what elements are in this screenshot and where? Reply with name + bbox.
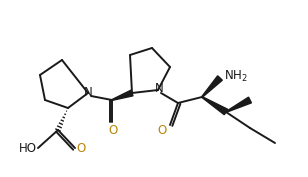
Polygon shape [226,97,251,112]
Text: HO: HO [19,142,37,156]
Polygon shape [202,97,228,115]
Text: O: O [108,124,118,136]
Text: O: O [76,142,86,156]
Polygon shape [112,90,133,100]
Text: N: N [84,85,92,98]
Text: O: O [157,124,167,136]
Text: N: N [155,82,163,96]
Text: NH$_2$: NH$_2$ [224,68,248,84]
Polygon shape [202,76,222,97]
